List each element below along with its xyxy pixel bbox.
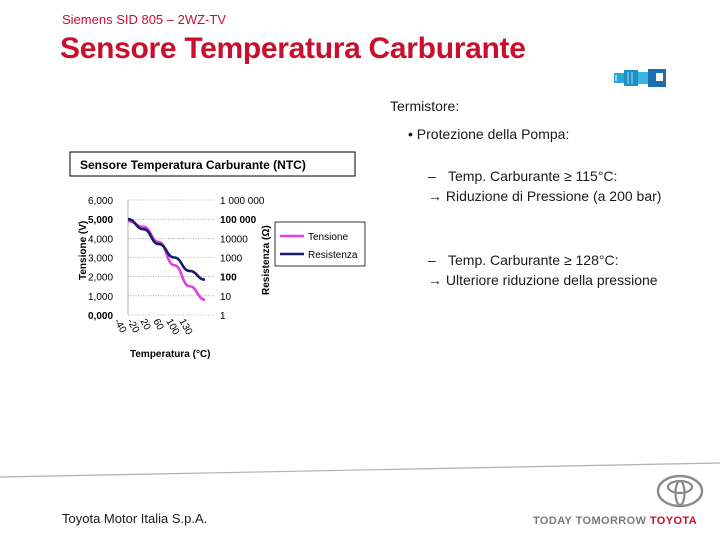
legend-label: Tensione <box>308 232 348 243</box>
y-left-tick-label: 3,000 <box>88 254 113 265</box>
series-line-resistenza <box>127 217 206 281</box>
x-tick-label: 60 <box>150 317 165 333</box>
condition-2-line2: → Ulteriore riduzione della pressione <box>428 272 658 288</box>
tagline-tomorrow: TOMORROW <box>575 515 647 527</box>
y-left-tick-label: 4,000 <box>88 234 113 245</box>
condition-2-line1: Temp. Carburante ≥ 128°C: <box>448 252 619 268</box>
dash: – <box>428 252 436 268</box>
fuel-temperature-sensor-icon <box>614 69 666 87</box>
bullet-pump-protection: • Protezione della Pompa: <box>408 126 570 142</box>
toyota-logo <box>656 474 704 508</box>
y-right-tick-label: 1 000 000 <box>220 196 265 207</box>
x-tick-label: -40 <box>111 317 128 335</box>
tagline: TODAY TOMORROW TOYOTA <box>533 515 697 527</box>
y-right-tick-label: 1000 <box>220 254 243 265</box>
x-tick-label: 20 <box>137 317 152 333</box>
series-line-tensione <box>127 219 206 301</box>
legend-label: Resistenza <box>308 250 358 261</box>
condition-item-1: – Temp. Carburante ≥ 115°C: → Riduzione d… <box>428 166 713 206</box>
tagline-today: TODAY <box>533 515 573 527</box>
condition-item-2: – Temp. Carburante ≥ 128°C: → Ulteriore r… <box>428 250 713 290</box>
y-left-tick-label: 5,000 <box>88 215 113 226</box>
footer-swoosh <box>0 462 720 478</box>
section-label: Termistore: <box>390 98 460 114</box>
y-axis-left-label: Tensione (V) <box>78 221 89 280</box>
chart-frame <box>69 151 356 177</box>
y-axis-right-label: Resistenza (Ω) <box>261 225 272 295</box>
y-right-tick-label: 1 <box>220 311 226 322</box>
x-tick-label: -20 <box>124 317 141 335</box>
y-right-tick-label: 100 <box>220 273 237 284</box>
dash: – <box>428 168 436 184</box>
y-left-tick-label: 6,000 <box>88 196 113 207</box>
y-left-tick-label: 1,000 <box>88 292 113 303</box>
y-right-tick-label: 10000 <box>220 234 248 245</box>
ntc-chart: Sensore Temperatura Carburante (NTC) 6,0… <box>69 151 366 360</box>
y-right-tick-label: 10 <box>220 292 232 303</box>
presentation-subtitle: Siemens SID 805 – 2WZ-TV <box>62 12 226 27</box>
condition-1-line2: → Riduzione di Pressione (a 200 bar) <box>428 188 662 204</box>
y-right-tick-label: 100 000 <box>220 215 257 226</box>
condition-1-line1: Temp. Carburante ≥ 115°C: <box>448 168 618 184</box>
page-title: Sensore Temperatura Carburante <box>60 32 526 65</box>
footer-company: Toyota Motor Italia S.p.A. <box>62 511 208 526</box>
tagline-brand: TOYOTA <box>649 515 698 527</box>
y-left-tick-label: 0,000 <box>88 311 113 322</box>
x-tick-label: 130 <box>176 317 194 337</box>
chart-title: Sensore Temperatura Carburante (NTC) <box>80 158 306 172</box>
x-axis-label: Temperatura (°C) <box>130 349 211 360</box>
legend-box <box>274 221 366 267</box>
y-left-tick-label: 2,000 <box>88 273 113 284</box>
